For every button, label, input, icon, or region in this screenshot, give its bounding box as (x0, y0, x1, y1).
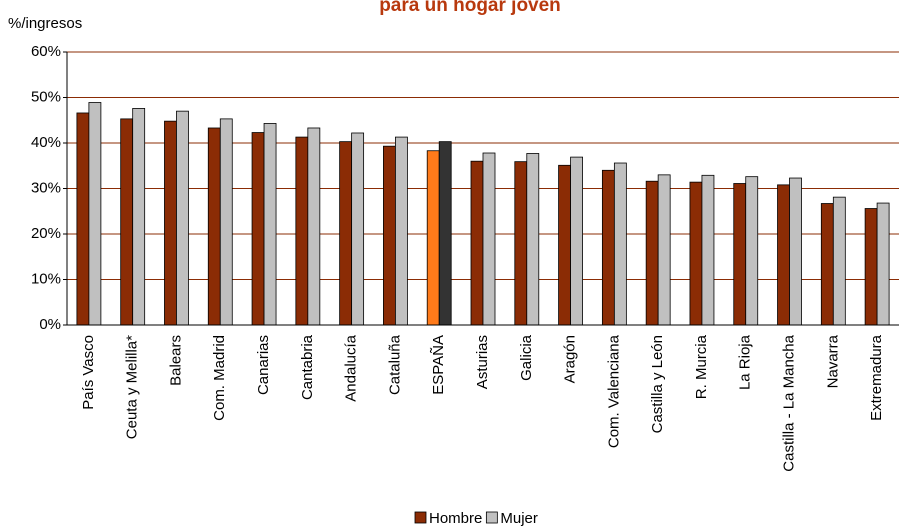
legend-label: Mujer (500, 510, 538, 527)
legend-swatch (485, 511, 498, 524)
legend-swatch (414, 511, 427, 524)
y-tick-label: 10% (31, 270, 61, 287)
bar (570, 156, 583, 326)
bar (438, 141, 452, 326)
bar (482, 152, 496, 326)
x-tick-label: País Vasco (80, 335, 97, 410)
bar (395, 136, 408, 326)
bar (701, 174, 715, 326)
bar (88, 102, 102, 326)
bar (207, 127, 221, 326)
x-tick-label: Com. Valenciana (605, 334, 622, 448)
x-tick-label: Galicia (518, 334, 535, 381)
bar (777, 184, 790, 326)
x-tick-label: Asturias (474, 335, 491, 389)
bar (120, 118, 134, 326)
x-tick-label: Cataluña (386, 334, 403, 395)
bar (383, 145, 396, 326)
bar (263, 123, 277, 326)
x-tick-label: Castilla y León (649, 335, 666, 433)
bar (657, 174, 671, 326)
bar (307, 127, 321, 326)
x-tick-label: La Rioja (737, 334, 754, 390)
bar (876, 202, 890, 326)
y-tick-label: 60% (31, 43, 61, 60)
bar (526, 153, 540, 326)
bar (339, 141, 353, 326)
y-tick-label: 0% (39, 316, 61, 333)
bar (219, 118, 233, 326)
x-tick-label: Balears (167, 335, 184, 386)
bar (295, 136, 309, 326)
bar (601, 169, 615, 326)
bar (470, 160, 484, 326)
bar (164, 120, 177, 326)
bar (351, 132, 365, 326)
x-tick-label: Com. Madrid (211, 335, 228, 421)
y-axis-label: %/ingresos (8, 15, 82, 32)
y-tick-label: 40% (31, 134, 61, 151)
bar (789, 177, 802, 326)
bar (176, 110, 189, 326)
bar (132, 108, 146, 326)
bar (251, 132, 265, 326)
bar (645, 180, 659, 326)
bar (514, 161, 528, 326)
chart-title: para un hogar joven (379, 0, 561, 16)
x-tick-label: Cantabria (299, 334, 316, 400)
bar (820, 203, 834, 326)
bar (832, 196, 846, 326)
bar (733, 183, 747, 326)
bar (558, 164, 571, 326)
bar (426, 150, 440, 326)
x-tick-label: Castilla - La Mancha (780, 334, 797, 471)
x-tick-label: Navarra (824, 334, 841, 388)
x-tick-label: Extremadura (868, 334, 885, 421)
bar (864, 208, 878, 326)
x-tick-label: Andalucía (343, 334, 360, 401)
bar (689, 181, 703, 326)
bar (76, 112, 90, 326)
bar (613, 162, 627, 326)
x-tick-label: R. Murcia (693, 334, 710, 399)
x-tick-label: ESPAÑA (430, 335, 447, 395)
y-tick-label: 20% (31, 225, 61, 242)
y-tick-label: 50% (31, 88, 61, 105)
y-tick-label: 30% (31, 179, 61, 196)
bar (745, 176, 759, 326)
x-tick-label: Canarias (255, 335, 272, 395)
x-tick-label: Aragón (562, 335, 579, 383)
x-tick-label: Ceuta y Melilla* (124, 335, 141, 439)
legend-label: Hombre (429, 510, 482, 527)
